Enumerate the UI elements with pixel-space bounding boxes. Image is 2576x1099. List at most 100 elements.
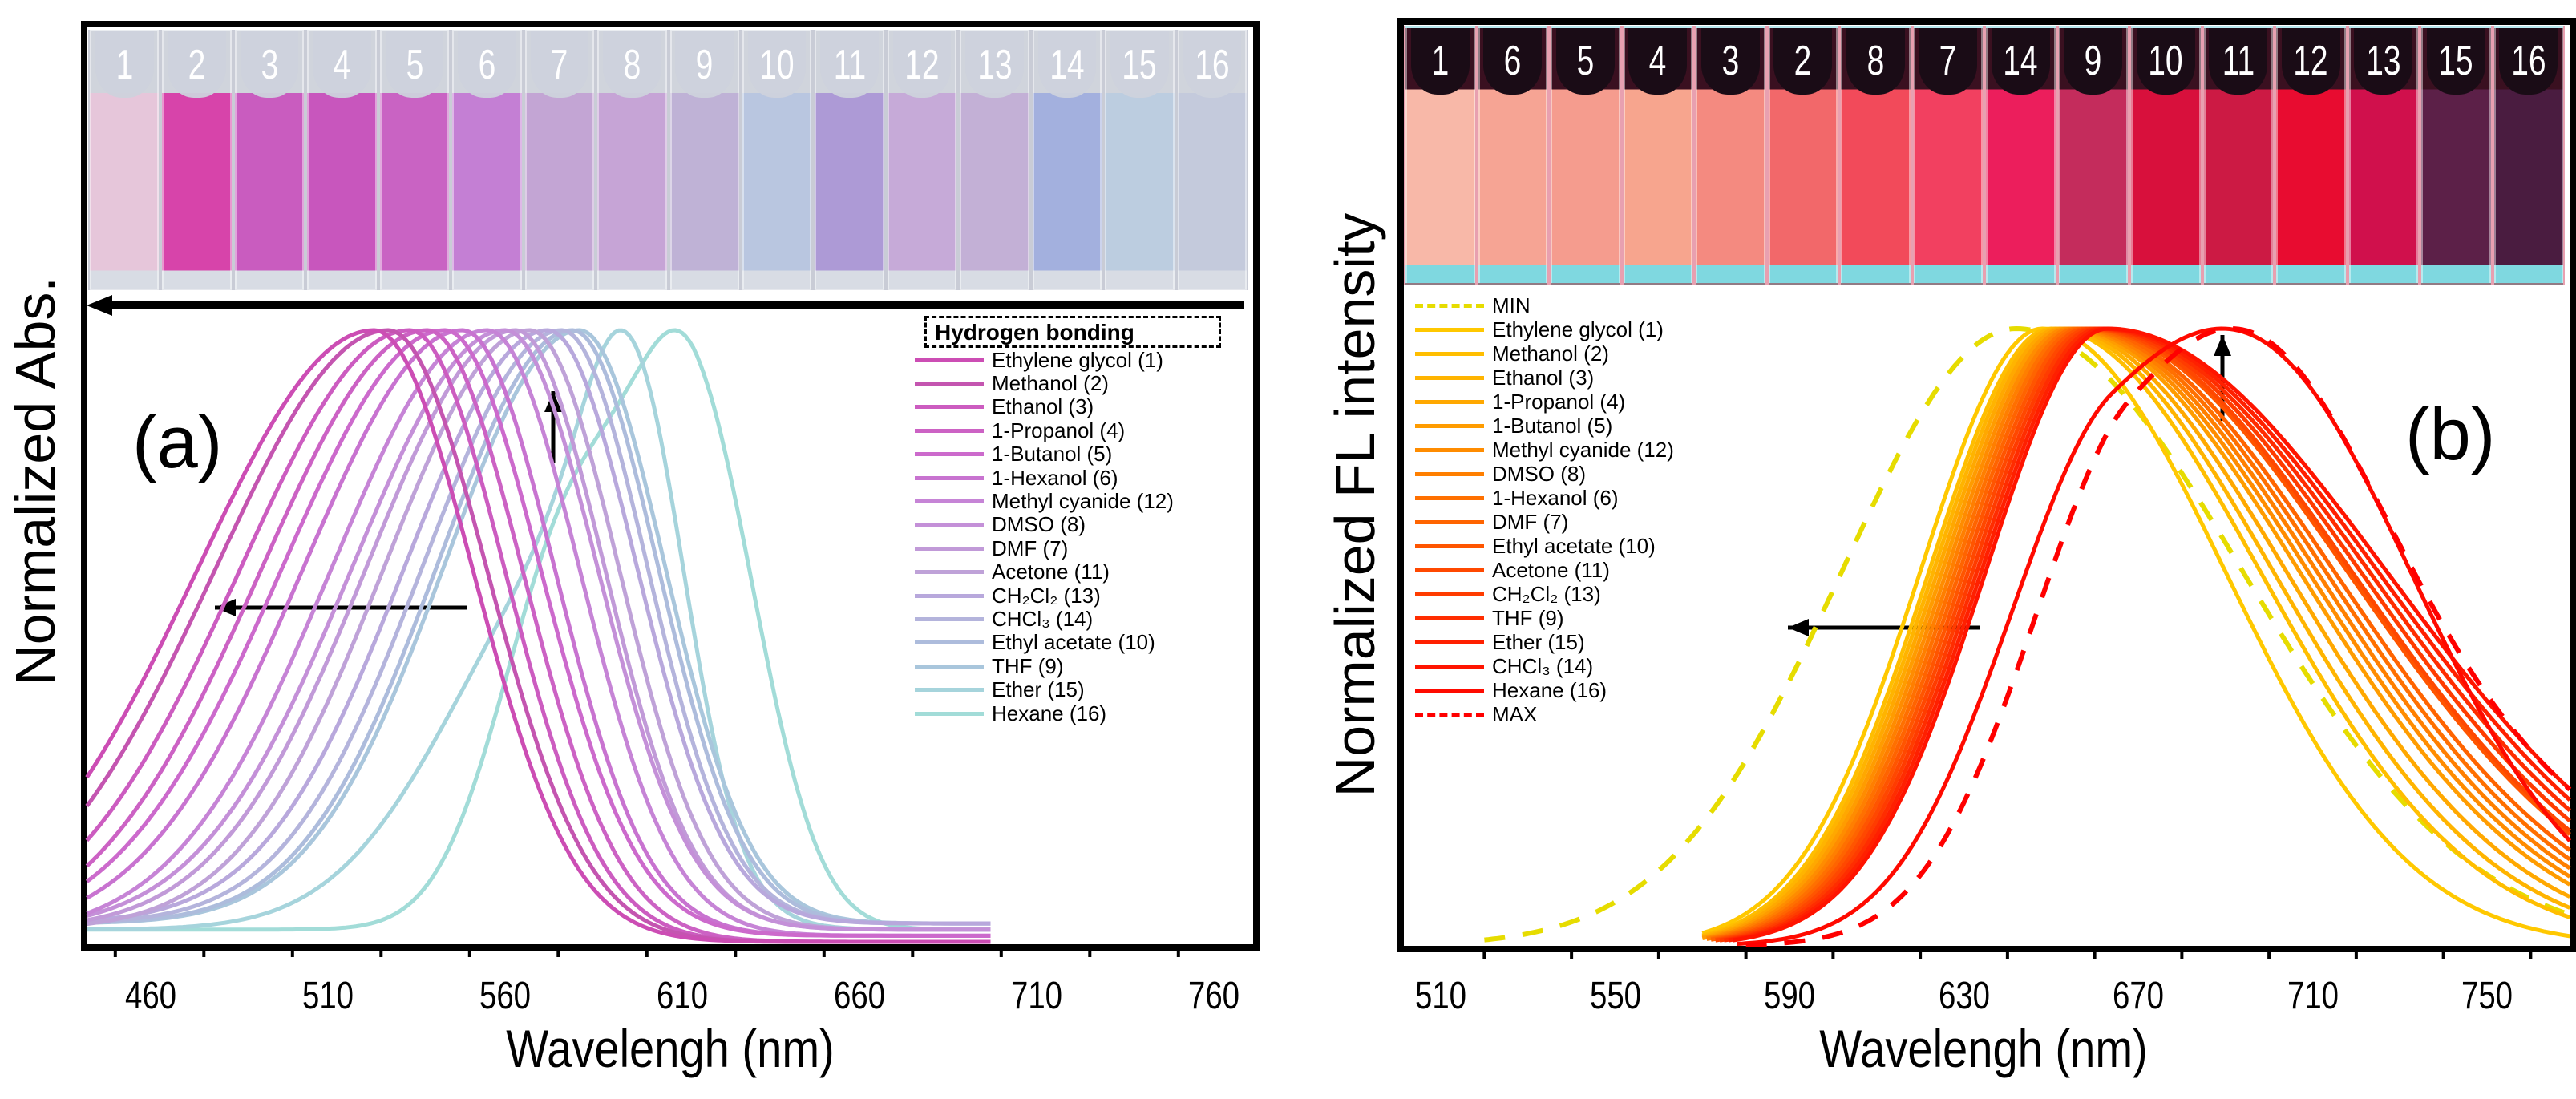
legend-label: Ethylene glycol (1) <box>1492 317 1664 341</box>
vial: 5 <box>379 30 450 290</box>
vial: 15 <box>2421 26 2491 285</box>
vial: 13 <box>2348 26 2418 285</box>
legend-b-item: Hexane (16) <box>1415 678 1607 702</box>
x-axis-a-tick-label: 660 <box>833 975 886 1017</box>
vial: 13 <box>960 30 1029 290</box>
vial-number: 15 <box>1110 31 1169 99</box>
legend-b-item: CHCl₃ (14) <box>1415 654 1593 678</box>
legend-swatch <box>1415 447 1484 452</box>
panel-a-label: (a) <box>132 402 223 483</box>
legend-a-item: 1-Butanol (5) <box>915 442 1112 467</box>
vial-number: 2 <box>1773 28 1833 95</box>
legend-a-item: Acetone (11) <box>915 560 1110 584</box>
vial: 12 <box>887 30 957 290</box>
legend-b-item: 1-Propanol (4) <box>1415 390 1625 414</box>
vial-number: 3 <box>1700 28 1760 95</box>
legend-a-item: DMF (7) <box>915 536 1068 560</box>
legend-label: 1-Butanol (5) <box>1492 413 1613 438</box>
fl-curve <box>1710 326 2571 941</box>
vial-number: 15 <box>2426 28 2485 95</box>
legend-swatch <box>915 688 984 693</box>
legend-swatch <box>915 593 984 598</box>
x-axis-b-tick-label: 510 <box>1414 975 1467 1017</box>
legend-swatch <box>915 711 984 716</box>
fl-curve <box>1706 326 2571 940</box>
panel-b-up-arrow-head <box>2214 335 2231 356</box>
legend-swatch <box>1415 688 1484 693</box>
legend-b-item: 1-Hexanol (6) <box>1415 486 1619 510</box>
abs-curve <box>85 328 991 944</box>
vial-number: 9 <box>675 31 734 99</box>
vial-number: 11 <box>820 31 879 99</box>
vial: 8 <box>1841 26 1911 285</box>
panel-b-shift-arrow-head <box>1788 619 1809 636</box>
panel-a-x-axis-title: Wavelengh (nm) <box>506 1019 835 1078</box>
vial: 4 <box>1623 26 1692 285</box>
legend-label: Methanol (2) <box>1492 341 1609 366</box>
vial: 14 <box>1032 30 1102 290</box>
abs-curve <box>86 328 991 932</box>
vial-number: 12 <box>892 31 952 99</box>
fl-curve <box>1484 326 2571 943</box>
legend-b-item: DMF (7) <box>1415 510 1568 534</box>
legend-label: Methanol (2) <box>992 370 1109 395</box>
legend-a-item: Methyl cyanide (12) <box>915 489 1174 513</box>
vial: 7 <box>524 30 595 290</box>
legend-label: Methyl cyanide (12) <box>992 488 1174 513</box>
vial: 1 <box>1405 26 1475 285</box>
vial: 15 <box>1105 30 1175 290</box>
legend-swatch <box>1415 399 1484 404</box>
legend-swatch <box>915 405 984 410</box>
legend-swatch <box>1415 543 1484 548</box>
legend-label: 1-Propanol (4) <box>1492 389 1626 414</box>
legend-label: 1-Propanol (4) <box>992 418 1126 442</box>
legend-swatch <box>1415 375 1484 380</box>
vial-number: 12 <box>2281 28 2340 95</box>
legend-label: THF (9) <box>1492 605 1564 630</box>
legend-label: Ethylene glycol (1) <box>992 347 1163 372</box>
fl-curve <box>1706 326 2571 941</box>
vial: 10 <box>2131 26 2201 285</box>
legend-swatch <box>1415 471 1484 476</box>
legend-swatch <box>1415 327 1484 332</box>
legend-swatch <box>915 381 984 386</box>
legend-label: CHCl₃ (14) <box>1492 653 1594 678</box>
vial-number: 1 <box>1410 28 1470 95</box>
legend-b-item: MIN <box>1415 293 1531 317</box>
legend-b-item: DMSO (8) <box>1415 462 1586 486</box>
legend-label: DMSO (8) <box>992 512 1086 537</box>
vial: 2 <box>1768 26 1838 285</box>
vial: 14 <box>1986 26 2056 285</box>
vial-number: 7 <box>1919 28 1978 95</box>
legend-a-item: Ether (15) <box>915 677 1085 702</box>
panel-a-vial-photo: 1 2 3 4 5 6 7 8 9 10 11 12 13 14 15 16 <box>88 30 1248 290</box>
legend-swatch <box>915 570 984 575</box>
vial-number: 2 <box>168 31 226 99</box>
x-axis-a-tick-label: 560 <box>479 975 532 1017</box>
vial-number: 8 <box>603 31 661 99</box>
legend-label: CH₂Cl₂ (13) <box>992 583 1101 608</box>
vial-number: 1 <box>95 31 154 99</box>
legend-a-item: DMSO (8) <box>915 512 1086 537</box>
vial-number: 11 <box>2209 28 2268 95</box>
legend-swatch <box>1415 592 1484 596</box>
vial-number: 14 <box>1991 28 2050 95</box>
legend-swatch <box>915 664 984 669</box>
legend-label: 1-Butanol (5) <box>992 442 1113 467</box>
x-axis-a-tick-label: 710 <box>1010 975 1063 1017</box>
legend-swatch <box>915 428 984 433</box>
legend-swatch <box>1415 495 1484 500</box>
legend-a-item: 1-Propanol (4) <box>915 418 1125 442</box>
legend-label: Ethanol (3) <box>1492 365 1595 390</box>
vial-number: 16 <box>1183 31 1242 99</box>
x-axis-a-tick-label: 510 <box>301 975 354 1017</box>
legend-swatch <box>915 640 984 645</box>
vial-number: 3 <box>240 31 299 99</box>
legend-a-item: Methanol (2) <box>915 371 1109 395</box>
legend-a-item: Ethylene glycol (1) <box>915 348 1163 372</box>
vial: 16 <box>1177 30 1247 290</box>
x-axis-b-tick-label: 550 <box>1589 975 1641 1017</box>
legend-label: CHCl₃ (14) <box>992 606 1094 631</box>
legend-swatch <box>915 499 984 503</box>
legend-swatch <box>915 523 984 527</box>
